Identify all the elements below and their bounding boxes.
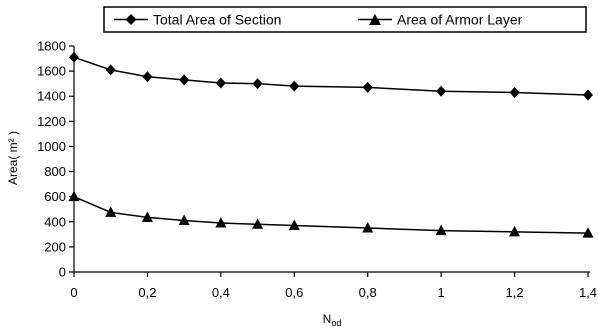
total-area-point	[69, 51, 79, 63]
total-area-point	[142, 71, 153, 83]
y-tick-label: 200	[44, 239, 66, 254]
total-area-point	[105, 64, 116, 76]
y-tick-label: 0	[59, 265, 66, 280]
total-area-point	[289, 80, 300, 92]
y-tick-label: 600	[44, 189, 66, 204]
total-area-point	[179, 74, 190, 86]
legend: Total Area of Section Area of Armor Laye…	[103, 6, 587, 33]
x-tick-label: 0,8	[359, 285, 377, 300]
y-tick-label: 1000	[37, 139, 66, 154]
armor-area-point	[68, 190, 80, 202]
total-area-point	[362, 81, 373, 93]
x-tick-label: 1,2	[506, 285, 524, 300]
x-axis-ticks: 0 0,2 0,4 0,6 0,8 1 1,2 1,4	[70, 272, 597, 300]
series-line-armor-area	[73, 195, 589, 234]
y-tick-label: 400	[44, 214, 66, 229]
armor-area-point	[435, 224, 447, 236]
x-axis-title-main: N	[323, 312, 332, 326]
armor-area-point	[252, 218, 264, 229]
x-tick-label: 0,4	[212, 285, 230, 300]
total-area-point	[252, 78, 263, 90]
armor-area-point	[582, 227, 594, 238]
total-area-point	[583, 89, 593, 101]
legend-label-total-area: Total Area of Section	[153, 12, 281, 28]
legend-marker-diamond	[125, 14, 137, 25]
total-area-point	[509, 86, 520, 98]
total-area-point	[436, 85, 447, 97]
y-tick-label: 1200	[37, 114, 66, 129]
armor-area-point	[509, 225, 521, 237]
armor-area-point	[141, 211, 153, 222]
armor-area-point	[362, 222, 374, 233]
series-layer	[68, 51, 594, 238]
y-axis-title: Area( m² )	[6, 131, 20, 185]
x-tick-label: 1,4	[579, 285, 597, 300]
total-area-point	[215, 77, 226, 89]
y-axis-ticks: 0 200 400 600 800 1000 1200 1400 1600 1800	[37, 39, 74, 280]
x-tick-label: 0,2	[138, 285, 156, 300]
y-tick-label: 800	[44, 164, 66, 179]
x-axis-title-subscript: od	[331, 318, 341, 327]
legend-frame	[103, 6, 587, 33]
legend-label-armor-area: Area of Armor Layer	[397, 12, 523, 28]
armor-area-point	[105, 206, 117, 217]
x-tick-label: 0	[70, 285, 77, 300]
x-axis-title: Nod	[323, 312, 342, 327]
armor-area-point	[178, 214, 190, 226]
y-tick-label: 1800	[37, 39, 66, 54]
x-tick-label: 1	[438, 285, 445, 300]
y-tick-label: 1400	[37, 89, 66, 104]
armor-area-point	[288, 219, 300, 231]
legend-marker-triangle	[369, 14, 381, 25]
x-tick-label: 0,6	[285, 285, 303, 300]
y-tick-label: 1600	[37, 64, 66, 79]
armor-area-point	[215, 217, 227, 228]
